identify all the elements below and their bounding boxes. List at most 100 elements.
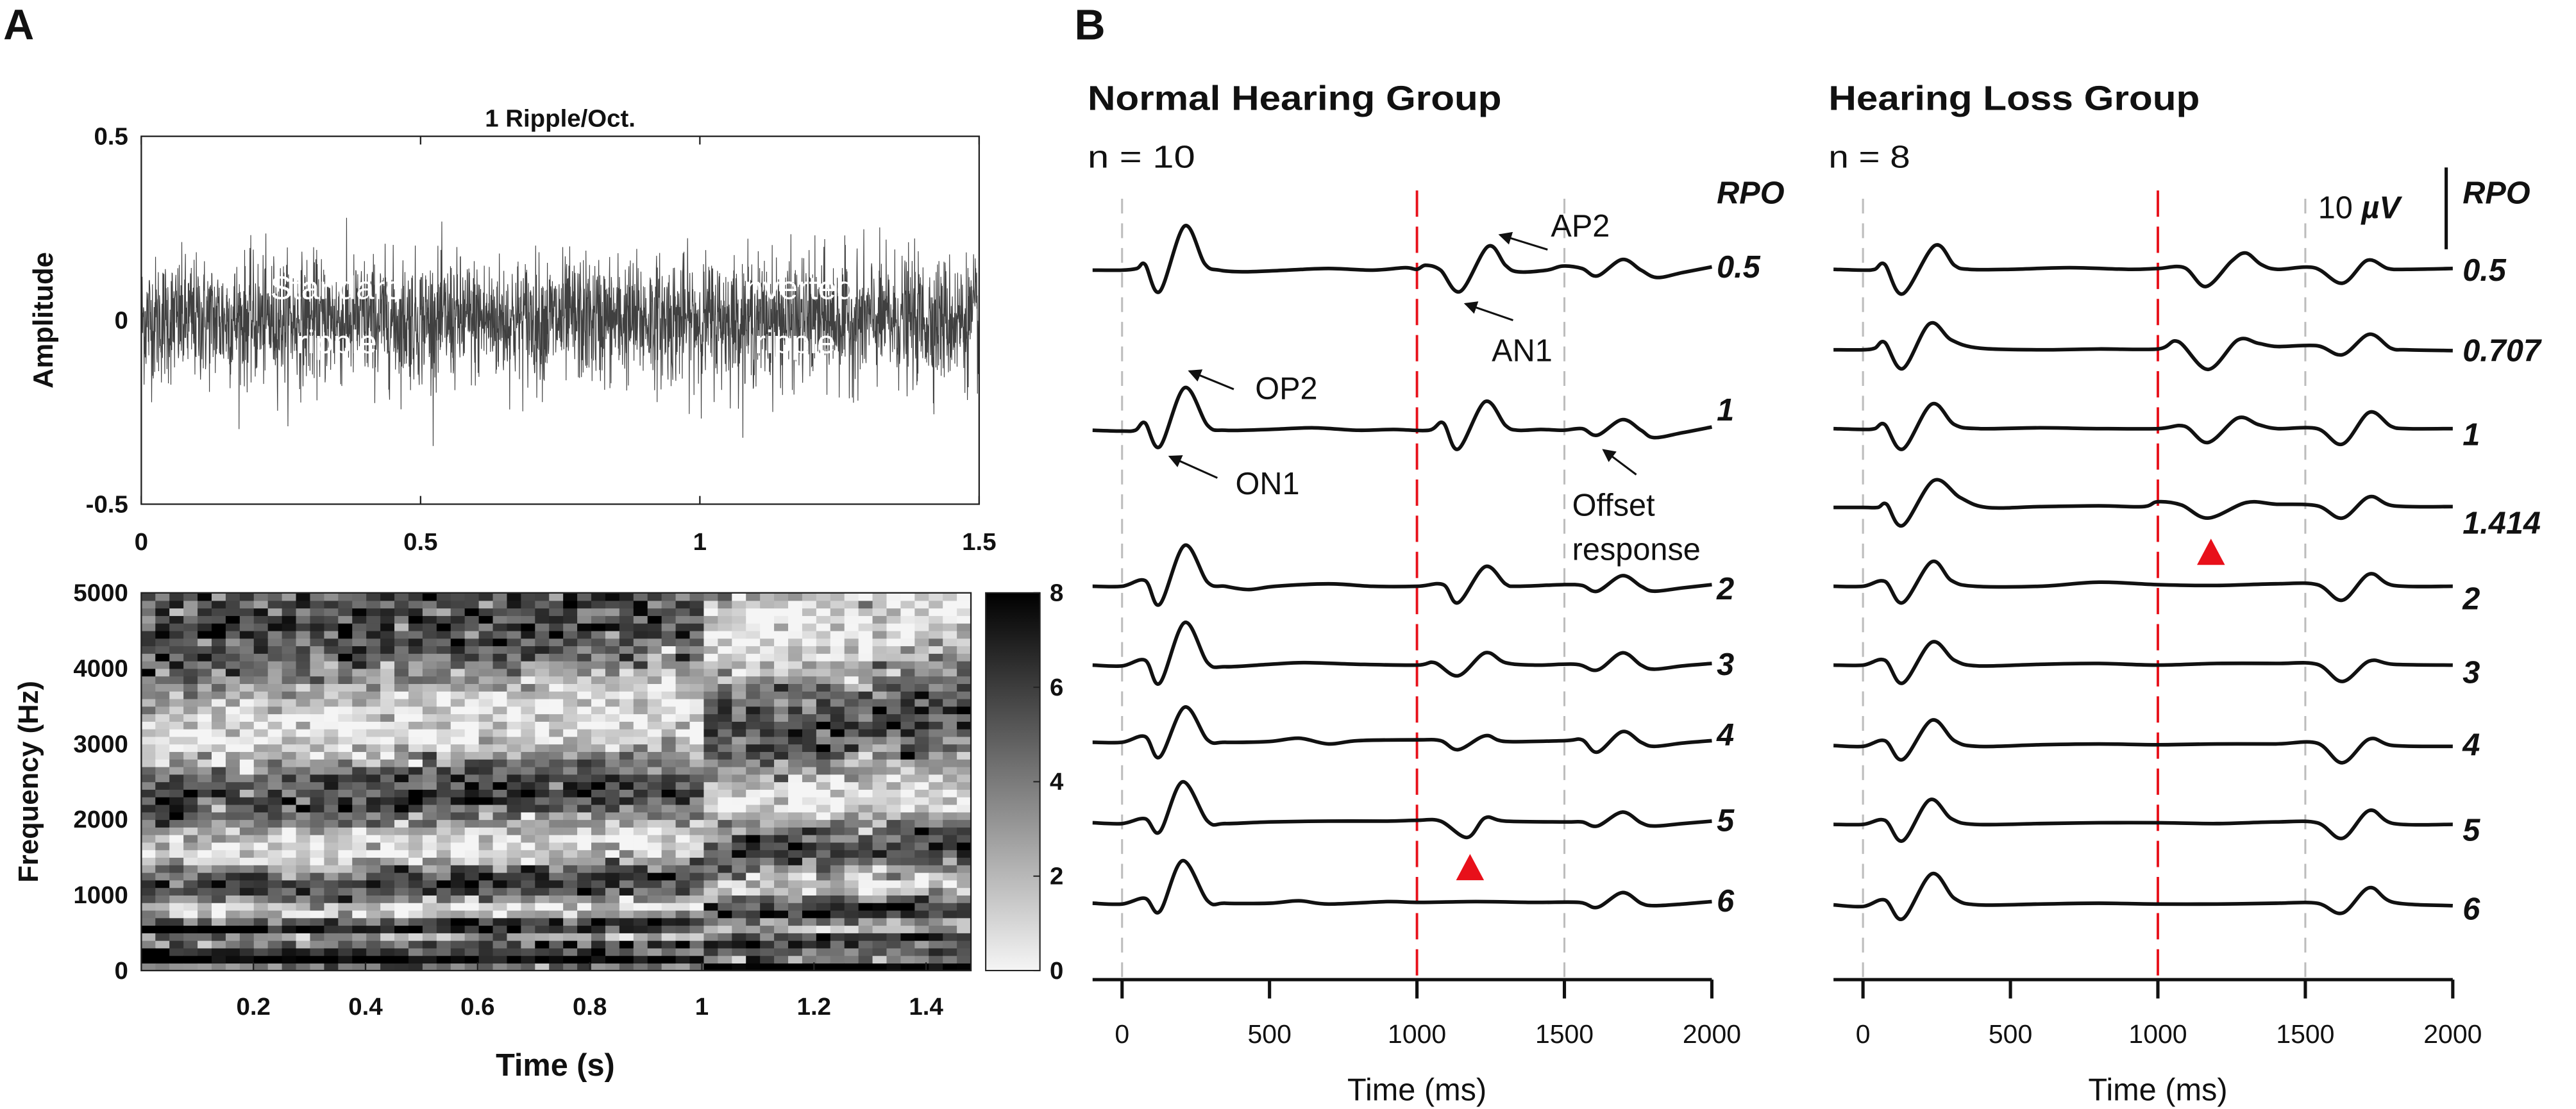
spectrogram-cell: [225, 789, 240, 797]
spectrogram-cell: [900, 592, 916, 601]
spectrogram-cell: [689, 804, 705, 813]
spectrogram-cell: [198, 834, 212, 843]
spectrogram-cell: [689, 630, 705, 639]
spectrogram-cell: [577, 698, 592, 707]
spectrogram-cell: [816, 698, 831, 707]
spectrogram-cell: [436, 789, 451, 797]
spectrogram-cell: [703, 781, 719, 790]
spectrogram-cell: [310, 781, 325, 790]
spectrogram-cell: [296, 827, 311, 835]
spectrogram-cell: [774, 646, 789, 654]
spectrogram-cell: [239, 940, 255, 949]
spectrogram-cell: [675, 668, 691, 677]
spectrogram-cell: [408, 925, 423, 933]
spectrogram-cell: [366, 744, 381, 753]
spectrogram-cell: [760, 940, 775, 949]
spectrogram-cell: [225, 676, 240, 684]
spectrogram-cell: [282, 902, 297, 911]
spectrogram-cell: [141, 774, 156, 783]
spectrogram-cell: [900, 849, 916, 858]
spectrogram-cell: [844, 683, 859, 692]
spectrogram-cell: [478, 789, 494, 797]
spectrogram-cell: [225, 910, 240, 919]
spectrogram-cell: [324, 660, 339, 669]
spectrogram-cell: [507, 668, 522, 677]
spectrogram-cell: [703, 751, 719, 760]
spectrogram-cell: [267, 827, 283, 835]
spectrogram-cell: [619, 925, 634, 933]
spectrogram-cell: [661, 698, 677, 707]
spectrogram-cell: [718, 622, 733, 631]
spectrogram-cell: [464, 804, 480, 813]
spectrogram-cell: [703, 668, 719, 677]
spectrogram-cell: [591, 736, 606, 745]
spectrogram-cell: [507, 713, 522, 722]
spectrogram-cell: [929, 819, 943, 828]
spectrogram-cell: [366, 646, 381, 654]
spectrogram-cell: [858, 781, 873, 790]
spectrogram-cell: [591, 774, 606, 783]
spectrogram-cell: [183, 865, 198, 873]
spectrogram-cell: [943, 622, 957, 631]
spectrogram-cell: [422, 865, 437, 873]
spectrogram-cell: [183, 819, 198, 828]
spectrogram-cell: [605, 963, 620, 971]
spectrogram-cell: [858, 608, 873, 616]
erp-trace-rpo-3: [1092, 621, 1712, 686]
spectrogram-cell: [732, 766, 746, 775]
spectrogram-cell: [619, 751, 634, 760]
spectrogram-cell: [647, 706, 662, 715]
spectrogram-cell: [352, 706, 367, 715]
spectrogram-cell: [450, 872, 466, 881]
spectrogram-cell: [943, 910, 957, 919]
spectrogram-cell: [324, 917, 339, 926]
spectrogram-cell: [267, 766, 283, 775]
spectrogram-cell: [605, 600, 620, 609]
spectrogram-cell: [703, 721, 719, 730]
spectrogram-cell: [957, 646, 972, 654]
spectrogram-cell: [310, 706, 325, 715]
spectrogram-cell: [492, 925, 508, 933]
spectrogram-cell: [872, 646, 888, 654]
spectrogram-cell: [577, 630, 592, 639]
spectrogram-cell: [605, 592, 620, 601]
spectrogram-cell: [310, 630, 325, 639]
spectrogram-cell: [774, 917, 789, 926]
spectrogram-cell: [549, 615, 564, 624]
spectrogram-cell: [802, 842, 817, 851]
spectrogram-cell: [718, 592, 733, 601]
spectrogram-cell: [169, 812, 184, 821]
spectrogram-cell: [858, 638, 873, 647]
spectrogram-cell: [352, 736, 367, 745]
spectrogram-cell: [225, 819, 240, 828]
spectrogram-cell: [296, 955, 311, 964]
spectrogram-cell: [436, 751, 451, 760]
spectrogram-cell: [267, 653, 283, 662]
spectrogram-cell: [872, 653, 888, 662]
spectrogram-cell: [788, 713, 803, 722]
spectrogram-cell: [408, 751, 423, 760]
spectrogram-cell: [267, 947, 283, 956]
spectrogram-cell: [605, 933, 620, 941]
spectrogram-cell: [253, 880, 269, 888]
spectrogram-cell: [267, 872, 283, 881]
spectrogram-cell: [844, 608, 859, 616]
spectrogram-cell: [549, 676, 564, 684]
spectrogram-cell: [633, 638, 648, 647]
spectrogram-cell: [943, 857, 957, 865]
spectrogram-cell: [535, 676, 550, 684]
spectrogram-cell: [253, 796, 269, 805]
spectrogram-cell: [619, 736, 634, 745]
spectrogram-cell: [774, 759, 789, 767]
spectrogram-cell: [183, 781, 198, 790]
spectrogram-cell: [380, 721, 395, 730]
spectrogram-cell: [830, 796, 845, 805]
spectrogram-cell: [619, 630, 634, 639]
spectrogram-cell: [478, 683, 494, 692]
spectrogram-cell: [507, 865, 522, 873]
spectrogram-cell: [338, 721, 353, 730]
spectrogram-cell: [394, 819, 409, 828]
spectrogram-cell: [225, 668, 240, 677]
spectrogram-cell: [282, 638, 297, 647]
spectrogram-cell: [408, 857, 423, 865]
